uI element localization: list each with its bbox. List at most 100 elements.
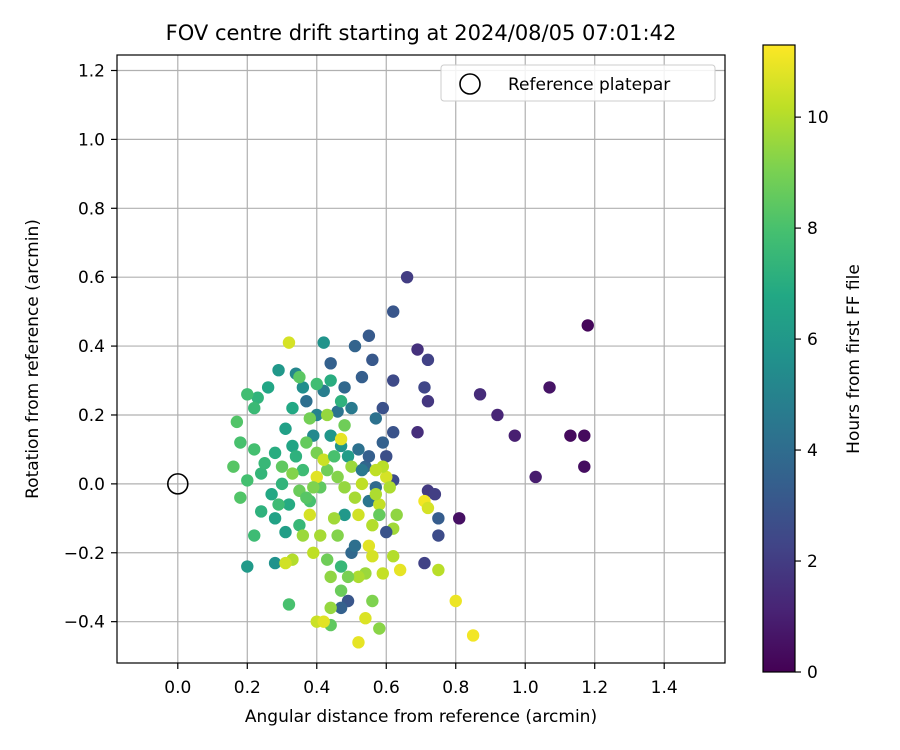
data-point xyxy=(578,429,591,442)
data-point xyxy=(307,481,320,494)
plot-frame xyxy=(116,54,726,664)
data-points xyxy=(227,270,594,649)
data-point xyxy=(310,377,323,391)
colorbar-tick-label: 8 xyxy=(807,219,818,239)
data-point xyxy=(491,408,504,422)
legend-box xyxy=(440,64,716,102)
data-point xyxy=(380,525,393,539)
data-point xyxy=(327,512,341,525)
data-point xyxy=(324,570,337,584)
colorbar-tick-label: 0 xyxy=(807,663,818,683)
data-point xyxy=(359,612,372,625)
y-axis-label: Rotation from reference (arcmin) xyxy=(23,219,43,499)
data-point xyxy=(421,353,435,367)
data-point xyxy=(251,391,264,404)
colorbar-tick-label: 2 xyxy=(807,552,818,572)
data-point xyxy=(373,498,386,511)
colorbar-tick-label: 4 xyxy=(807,441,818,461)
data-point xyxy=(453,512,466,525)
data-point xyxy=(334,601,348,615)
data-point xyxy=(282,498,296,511)
data-point xyxy=(310,470,323,484)
data-point xyxy=(268,556,282,570)
y-tick-label: 1.0 xyxy=(78,130,105,150)
data-point xyxy=(334,560,348,573)
data-point xyxy=(303,508,317,522)
data-point xyxy=(466,629,480,642)
data-point xyxy=(317,453,330,466)
y-tick-label: 0.2 xyxy=(78,406,105,426)
data-point xyxy=(307,546,320,559)
colorbar: 0 2 4 6 8 10 Hours from first FF file xyxy=(762,44,864,683)
data-point xyxy=(234,436,247,449)
data-point xyxy=(366,594,379,608)
data-point xyxy=(261,381,275,394)
data-point xyxy=(338,508,351,522)
data-point xyxy=(293,519,306,532)
x-tick-label: 0.6 xyxy=(373,678,400,698)
legend-reference-marker xyxy=(459,73,481,95)
plot-area: 0.0 0.2 0.4 0.6 0.8 1.0 1.2 1.4 −0.4−0.20.00.20… xyxy=(64,54,726,698)
data-point xyxy=(387,550,400,563)
data-point xyxy=(338,381,351,394)
data-point xyxy=(355,463,369,477)
colorbar-gradient xyxy=(762,44,796,673)
data-point xyxy=(421,501,435,515)
y-tick-label: 0.0 xyxy=(78,475,105,495)
data-point xyxy=(275,460,289,473)
data-point xyxy=(369,488,383,501)
data-point xyxy=(300,436,313,449)
data-point xyxy=(348,339,362,353)
data-point xyxy=(387,305,400,318)
data-point xyxy=(428,488,442,501)
data-point xyxy=(248,443,261,456)
data-point xyxy=(265,488,278,501)
data-point xyxy=(286,401,299,415)
data-point xyxy=(376,436,389,449)
data-point xyxy=(286,467,299,480)
data-point xyxy=(380,470,393,484)
data-point xyxy=(293,370,306,384)
data-point xyxy=(362,539,376,553)
x-tick-label: 0.8 xyxy=(442,678,469,698)
data-point xyxy=(268,446,282,460)
data-point xyxy=(241,388,254,401)
y-tick-label: 1.2 xyxy=(78,62,105,82)
data-point xyxy=(334,584,348,597)
data-point xyxy=(383,481,396,494)
data-point xyxy=(432,563,445,577)
data-point xyxy=(376,401,389,415)
data-point xyxy=(268,512,282,525)
legend-label: Reference platepar xyxy=(508,75,670,95)
y-tick-label: −0.4 xyxy=(64,613,105,633)
x-tick-label: 1.2 xyxy=(581,678,608,698)
data-point xyxy=(334,432,348,446)
y-tick-label: −0.2 xyxy=(64,544,105,564)
data-point xyxy=(411,426,424,439)
data-point xyxy=(331,529,344,542)
data-point xyxy=(355,370,369,384)
data-point xyxy=(241,474,254,487)
data-point xyxy=(369,463,383,477)
data-point xyxy=(279,422,292,435)
data-point xyxy=(286,439,299,453)
x-tick-label: 0.2 xyxy=(234,678,261,698)
data-point xyxy=(282,598,296,611)
data-point xyxy=(421,394,435,408)
data-point xyxy=(387,426,400,439)
data-point xyxy=(279,556,292,570)
data-point xyxy=(324,429,337,442)
data-point xyxy=(508,429,522,442)
data-point xyxy=(338,419,351,432)
data-point xyxy=(352,636,365,649)
data-point xyxy=(390,508,403,522)
y-tick-label: 0.6 xyxy=(78,268,105,288)
data-point xyxy=(355,477,369,491)
data-point xyxy=(418,381,431,394)
data-point xyxy=(227,460,240,473)
data-point xyxy=(320,463,334,477)
data-point xyxy=(320,408,334,422)
data-point xyxy=(248,529,261,542)
data-point xyxy=(272,498,285,511)
